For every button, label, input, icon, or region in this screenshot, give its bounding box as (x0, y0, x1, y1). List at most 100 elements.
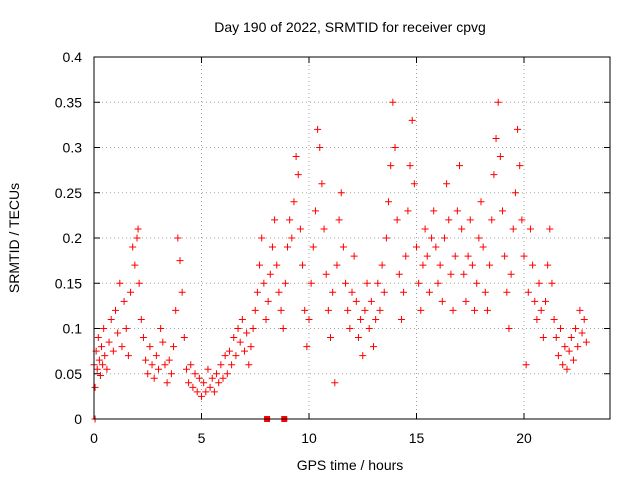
data-point (93, 365, 101, 373)
data-point (193, 388, 201, 396)
data-point (393, 216, 401, 224)
data-point (350, 252, 358, 260)
data-point (486, 261, 494, 269)
data-point (499, 207, 506, 215)
data-point (206, 383, 214, 391)
data-point (134, 225, 142, 233)
data-point (131, 261, 139, 269)
data-point (443, 180, 451, 188)
data-point (100, 325, 108, 332)
data-point (374, 279, 382, 287)
data-point (505, 325, 513, 332)
data-point (400, 288, 408, 296)
data-point (335, 216, 343, 224)
data-point (372, 315, 380, 323)
data-point (430, 207, 438, 215)
data-point (322, 270, 330, 278)
data-point (567, 334, 575, 342)
data-point (208, 374, 216, 382)
data-point (292, 153, 300, 161)
data-point (449, 306, 457, 314)
data-point (342, 279, 350, 287)
data-point (367, 297, 375, 305)
y-tick-label: 0.15 (55, 275, 82, 291)
data-point (152, 352, 160, 360)
data-point (219, 374, 227, 382)
data-point (466, 216, 474, 224)
data-point (307, 279, 315, 287)
data-point (198, 392, 205, 400)
data-point (273, 261, 281, 269)
data-point (471, 306, 479, 314)
data-point (327, 334, 334, 342)
data-point (264, 297, 272, 305)
data-point (189, 383, 197, 391)
data-point (526, 225, 534, 233)
data-point (561, 343, 569, 351)
data-point (290, 198, 298, 206)
data-point (243, 329, 251, 337)
data-point (382, 234, 390, 242)
data-point (98, 343, 106, 351)
x-tick-label: 0 (90, 430, 98, 446)
data-point (268, 243, 276, 251)
data-point (120, 297, 128, 305)
data-point (311, 207, 319, 215)
y-tick-label: 0.05 (55, 366, 82, 382)
data-point (494, 98, 502, 106)
data-point (458, 225, 466, 233)
data-point (277, 306, 285, 314)
data-point (428, 234, 436, 242)
data-point (554, 352, 562, 360)
data-point (101, 352, 109, 360)
data-point (514, 125, 522, 133)
data-point (210, 388, 218, 396)
chart-title: Day 190 of 2022, SRMTID for receiver cpv… (214, 19, 486, 35)
data-point (380, 288, 388, 296)
data-point (103, 365, 111, 373)
data-point (496, 153, 504, 161)
data-point (320, 225, 328, 233)
data-point (303, 343, 311, 351)
data-point (576, 306, 584, 314)
data-point (232, 352, 240, 360)
y-tick-label: 0.2 (63, 230, 83, 246)
data-point (346, 325, 354, 332)
data-point (387, 162, 395, 170)
data-point (266, 270, 274, 278)
y-tick-label: 0.1 (63, 321, 83, 337)
data-point (535, 279, 543, 287)
data-points (90, 98, 590, 400)
y-axis-label: SRMTID / TECUs (6, 183, 22, 293)
data-point (288, 234, 296, 242)
data-point (451, 252, 459, 260)
data-point (217, 361, 225, 369)
data-point (516, 162, 524, 170)
data-point (440, 234, 448, 242)
data-point (260, 279, 268, 287)
data-point (385, 198, 393, 206)
data-point (135, 279, 143, 287)
data-point (105, 338, 113, 346)
data-point (395, 270, 403, 278)
data-point (314, 125, 322, 133)
data-point (434, 279, 442, 287)
y-tick-label: 0.4 (63, 49, 83, 65)
data-point (155, 365, 162, 373)
data-point (503, 288, 511, 296)
data-point (204, 365, 212, 373)
data-point (406, 162, 414, 170)
data-point (578, 329, 586, 337)
x-tick-label: 15 (409, 430, 425, 446)
data-point (402, 252, 410, 260)
data-point (236, 338, 244, 346)
data-point (299, 261, 307, 269)
data-point (116, 279, 124, 287)
axis-ticks: 0 0.05 0.1 0.15 0.2 0.25 0.3 0.35 0.4 0 5 10 15 20 (55, 49, 610, 446)
data-point (460, 270, 468, 278)
data-point (281, 279, 289, 287)
data-point (200, 379, 208, 387)
data-point (170, 343, 178, 351)
data-point (180, 334, 188, 342)
data-point (354, 334, 362, 342)
